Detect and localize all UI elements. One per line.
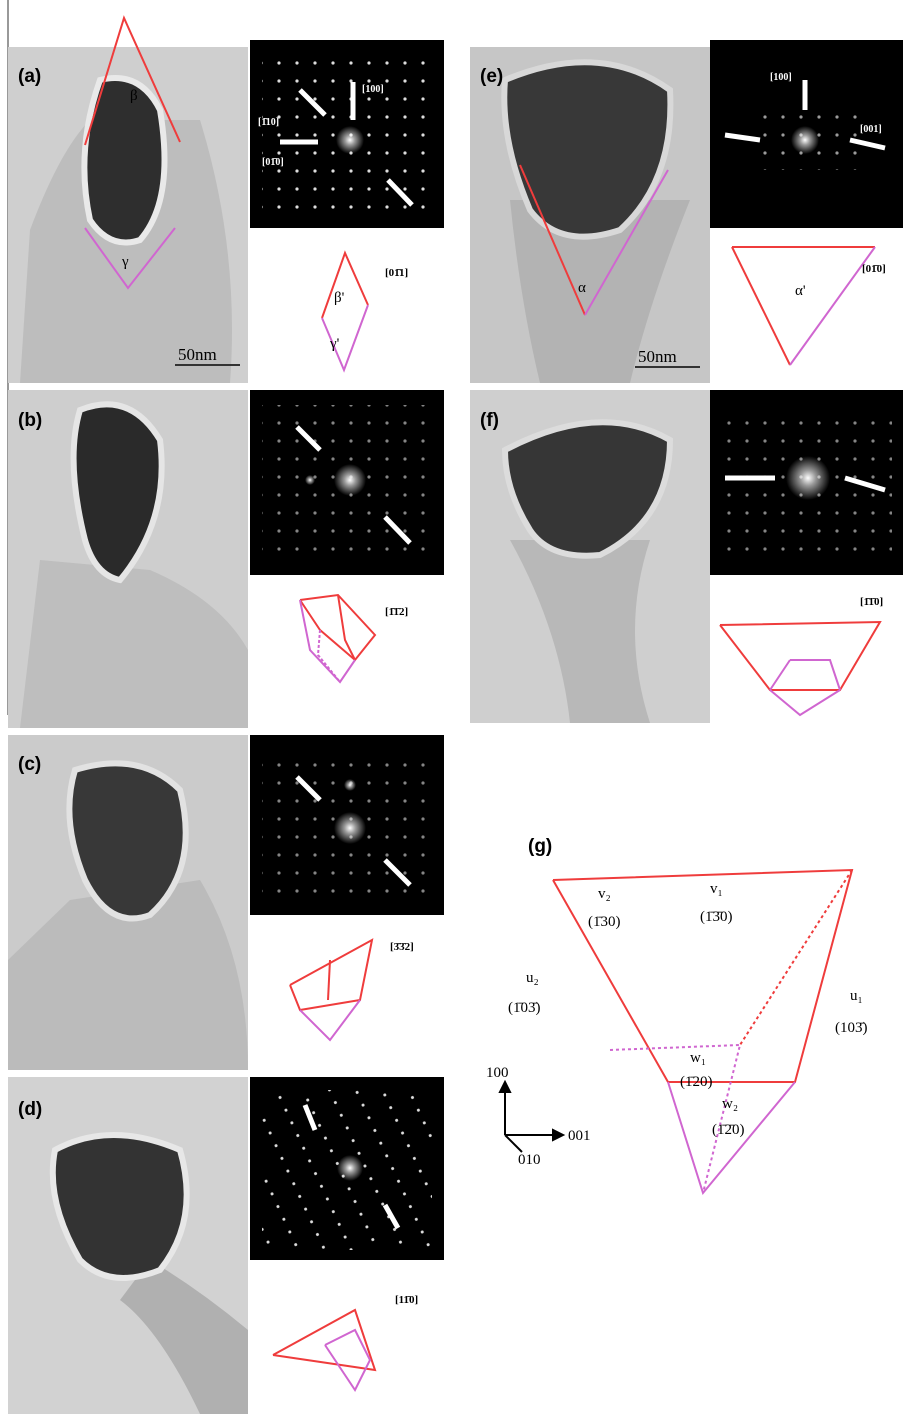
zone-axis: [3̄3̄2]	[390, 941, 414, 953]
face-index: (1̄3̄0)	[700, 909, 733, 925]
face-index: (1̄03̄)	[508, 1000, 541, 1016]
schematic-label: α'	[795, 283, 806, 299]
diffraction-label: [001]	[860, 124, 882, 135]
face-name: v₁	[710, 881, 723, 897]
face-name: w₁	[690, 1050, 706, 1066]
panel-label: (c)	[18, 754, 41, 775]
face-index: (103̄)	[835, 1020, 868, 1036]
diffraction-label: [01̄0]	[262, 157, 284, 168]
panel-label: (a)	[18, 66, 41, 87]
face-name: v₂	[598, 886, 611, 902]
panel-label: (d)	[18, 1099, 42, 1120]
zone-axis: [1̄1̄0]	[860, 596, 883, 608]
panel-label: (b)	[18, 410, 42, 431]
axis-label: 100	[486, 1065, 509, 1081]
image-label: α	[578, 280, 586, 296]
schematic-label: β'	[334, 290, 345, 306]
face-index: (1̄20)	[680, 1074, 713, 1090]
zone-axis: [1̄1̄2]	[385, 606, 408, 618]
diffraction-label: [100]	[770, 72, 792, 83]
panel-label: (e)	[480, 66, 503, 87]
zone-axis: [01̄0]	[862, 263, 886, 275]
axis-label: 010	[518, 1152, 541, 1168]
face-name: u₁	[850, 988, 863, 1004]
panel-label: (f)	[480, 410, 499, 431]
zone-axis: [01̄1]	[385, 267, 408, 279]
diffraction-label: [1̄10]	[258, 117, 279, 128]
face-index: (1̄2̄0)	[712, 1122, 745, 1138]
image-label: β	[130, 88, 138, 104]
zone-axis: [11̄0]	[395, 1294, 418, 1306]
figure: (a) β γ 50nm [1̄10] [100] [01̄0] [01̄1] …	[0, 0, 906, 1414]
face-name: u₂	[526, 970, 539, 986]
scale-bar: 50nm	[178, 345, 217, 364]
scale-bar: 50nm	[638, 347, 677, 366]
axis-label: 001	[568, 1128, 591, 1144]
diffraction-label: [100]	[362, 84, 384, 95]
face-name: w₂	[722, 1096, 738, 1112]
schematic-label: γ'	[329, 336, 340, 352]
face-index: (1̄30)	[588, 914, 621, 930]
image-label: γ	[121, 254, 129, 270]
panel-label: (g)	[528, 836, 552, 857]
